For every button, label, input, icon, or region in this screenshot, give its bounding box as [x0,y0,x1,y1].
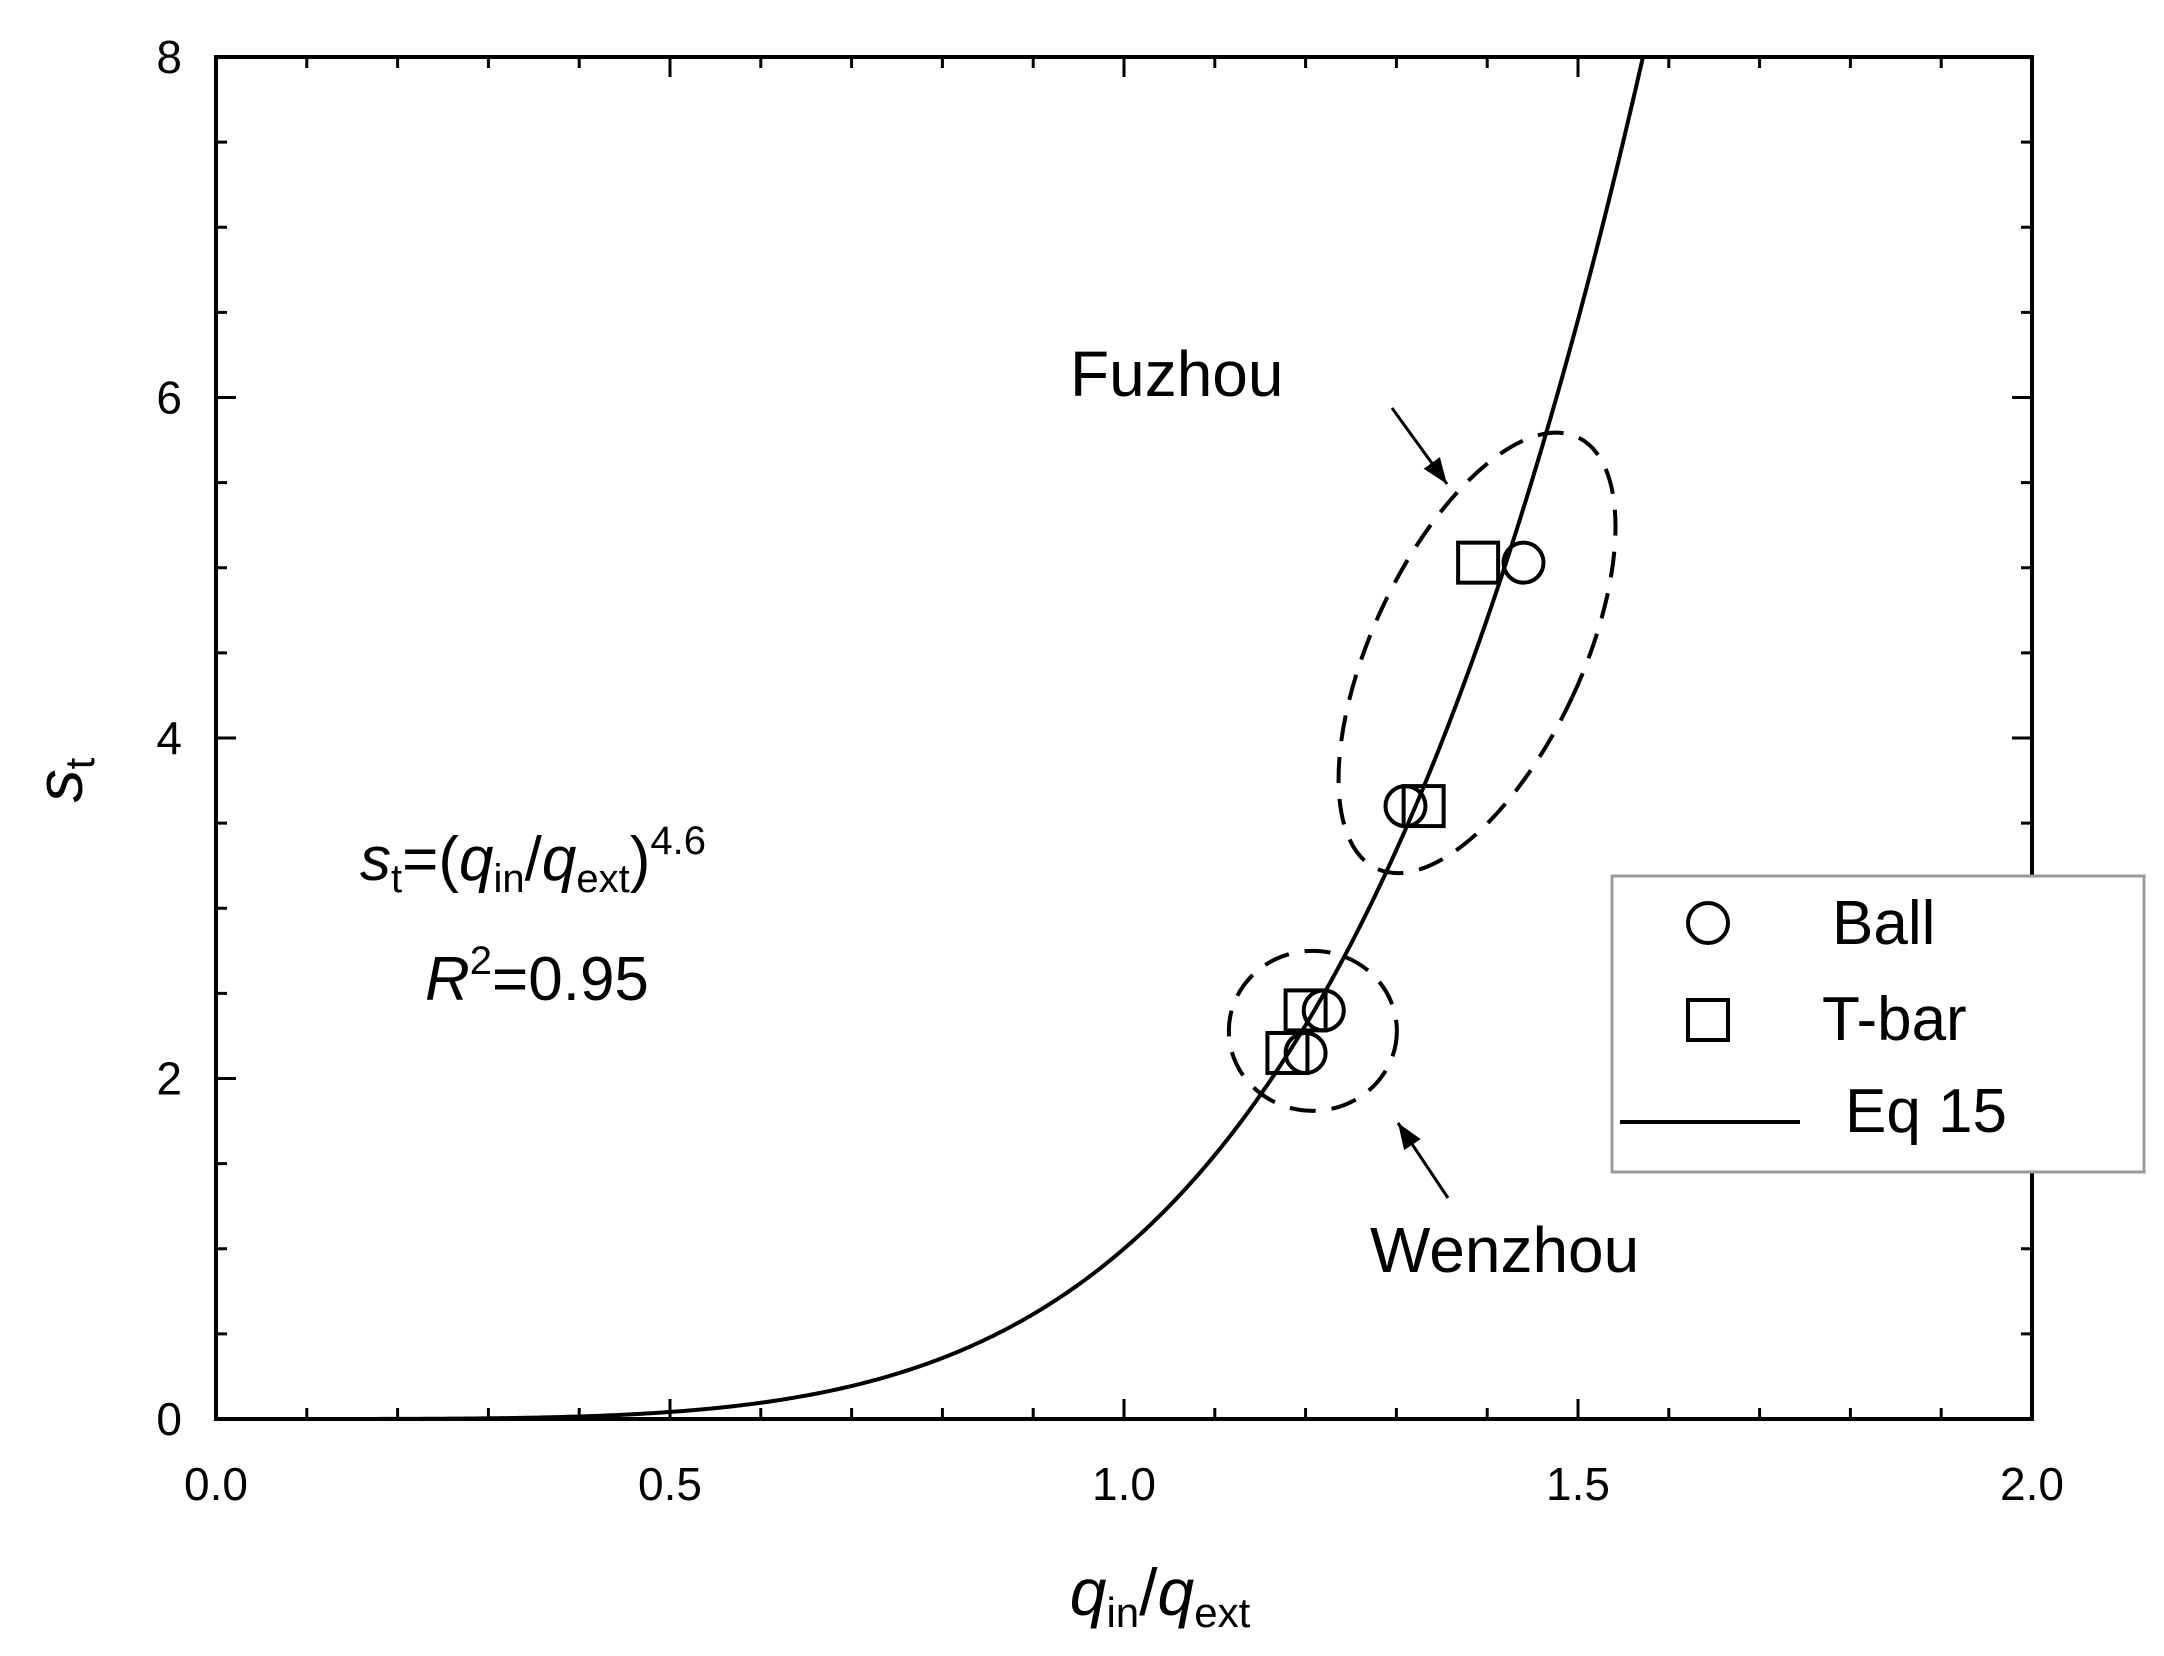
legend-ball-label: Ball [1832,889,1935,958]
plot-area [214,55,2034,1421]
tbar-point [1401,784,1446,829]
x-axis: 0.0 0.5 1.0 1.5 2.0 [184,57,2064,1510]
legend-tbar-label: T-bar [1822,985,1967,1054]
plot-frame [214,55,2034,1421]
y-tick-label: 8 [156,31,182,83]
wenzhou-label: Wenzhou [1370,1214,1639,1286]
wenzhou-ellipse [1226,948,1399,1113]
y-tick-label: 4 [156,712,182,764]
x-tick-label: 0.0 [184,1458,248,1510]
legend-tbar-marker [1686,998,1730,1042]
fuzhou-ellipse [1336,430,1618,876]
eq-15-curve [216,56,1645,1421]
data-points [1265,540,1546,1075]
equation-label: st=(qin/qext)4.6 [360,819,706,901]
annotation-arrows [1390,407,1450,1199]
eq-15-line [216,56,1645,1421]
cluster-ellipses [1226,430,1618,1113]
y-axis-label: st [22,757,103,802]
tbar-point [1283,988,1328,1033]
legend-eq15-label: Eq 15 [1845,1077,2007,1146]
legend-ball-marker [1686,901,1730,945]
x-tick-label: 1.0 [1092,1458,1156,1510]
fuzhou-arrow-head [1423,457,1447,484]
r-squared-label: R2=0.95 [425,939,649,1014]
x-tick-label: 0.5 [638,1458,702,1510]
tbar-point [1265,1030,1310,1075]
y-tick-label: 2 [156,1053,182,1105]
y-tick-label: 6 [156,372,182,424]
legend-box [1610,874,2146,1174]
ball-point [1501,540,1546,585]
x-tick-label: 1.5 [1546,1458,1610,1510]
x-tick-label: 2.0 [2000,1458,2064,1510]
legend: Ball T-bar Eq 15 [1610,874,2146,1174]
fuzhou-label: Fuzhou [1070,338,1283,410]
x-axis-label: qin/qext [1070,1555,1251,1636]
wenzhou-arrow-head [1398,1123,1421,1151]
tbar-point [1456,540,1501,585]
y-tick-label: 0 [156,1393,182,1445]
y-axis: 0 2 4 6 8 [156,31,2032,1445]
